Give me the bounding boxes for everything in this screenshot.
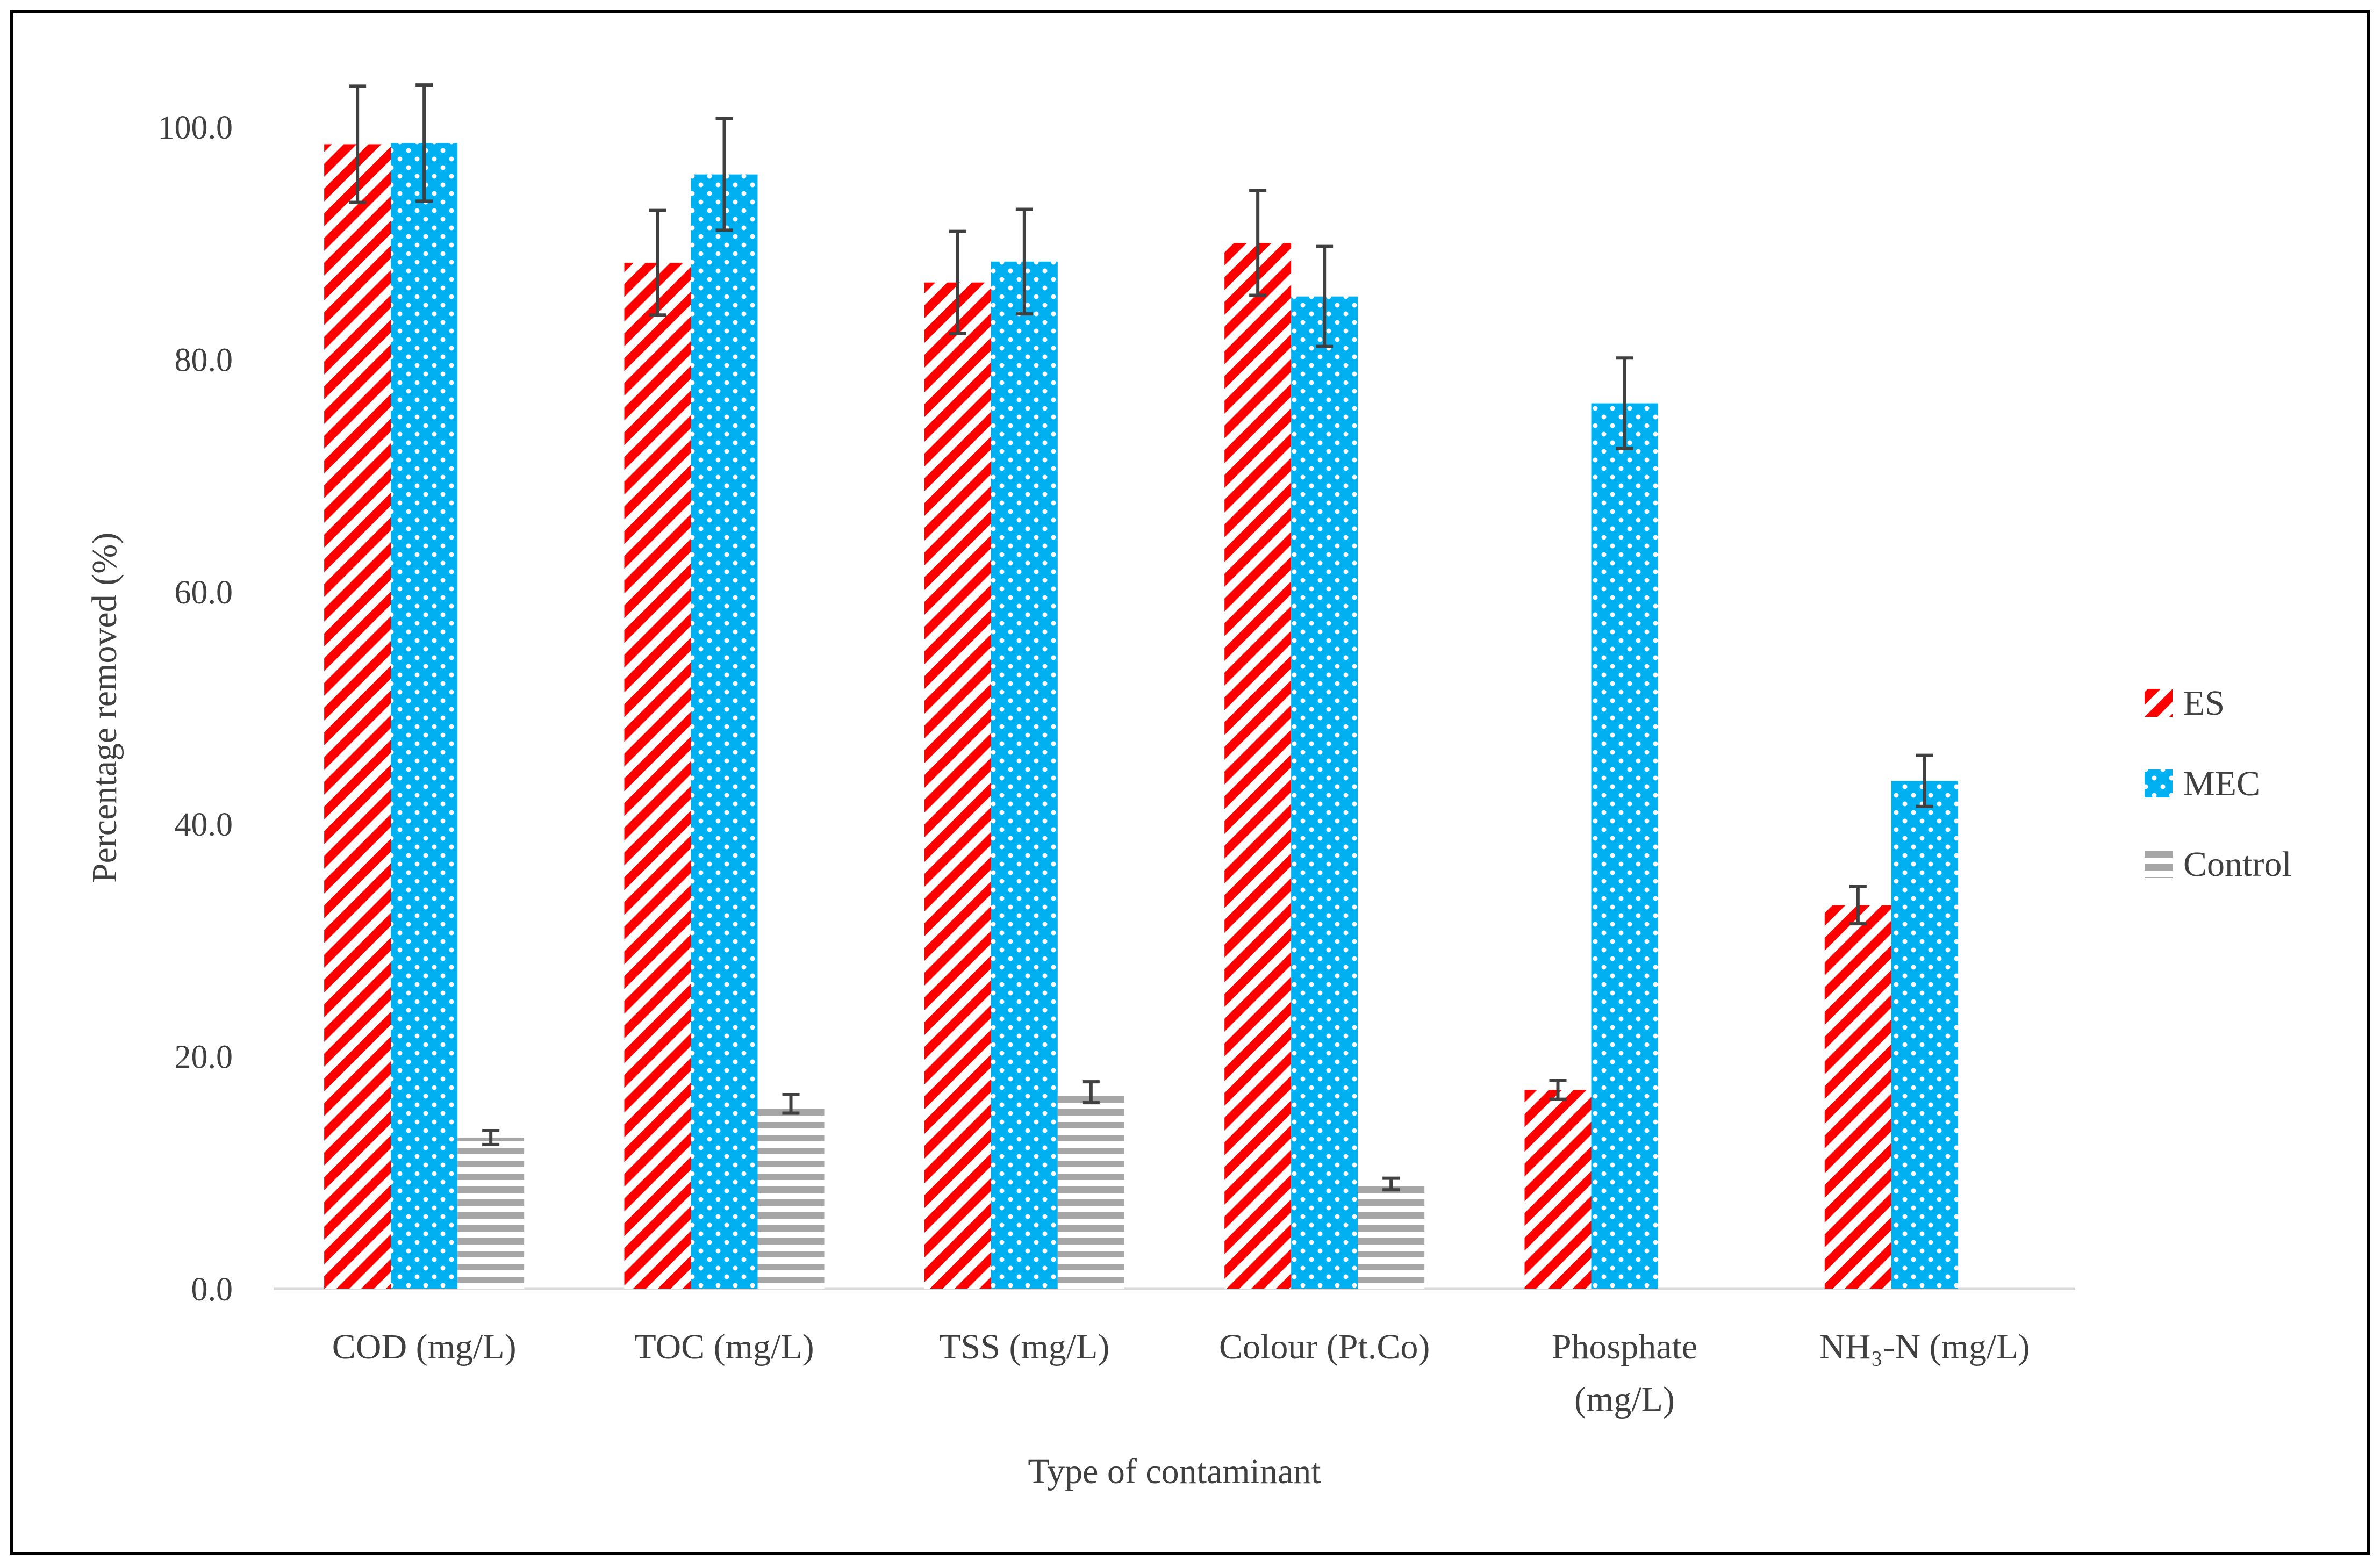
bars	[324, 143, 1958, 1289]
y-axis: 0.0 20.0 40.0 60.0 80.0 100.0	[158, 110, 233, 1308]
bar-control	[1358, 1184, 1425, 1289]
y-tick-label: 40.0	[175, 807, 233, 843]
legend-swatch-es	[2145, 689, 2173, 717]
bar-es	[924, 282, 991, 1289]
x-tick-label: COD (mg/L)	[332, 1327, 517, 1366]
bar-es	[1524, 1090, 1592, 1289]
x-tick-label-line: TOC (mg/L)	[634, 1327, 814, 1366]
x-tick-label: TSS (mg/L)	[939, 1327, 1109, 1366]
x-tick-label-line: COD (mg/L)	[332, 1327, 517, 1366]
error-bars	[349, 83, 1933, 1192]
y-tick-label: 20.0	[175, 1039, 233, 1076]
bar-es	[324, 144, 391, 1289]
bar-control	[757, 1104, 825, 1289]
legend-swatch-mec	[2145, 769, 2173, 797]
y-tick-label: 60.0	[175, 574, 233, 611]
bar-mec	[1291, 296, 1358, 1289]
x-tick-label: Colour (Pt.Co)	[1219, 1327, 1430, 1366]
bar-mec	[691, 174, 758, 1289]
bar-mec	[1591, 403, 1658, 1289]
y-tick-label: 0.0	[191, 1271, 233, 1308]
bar-mec	[1891, 781, 1958, 1289]
bar-control	[1057, 1092, 1124, 1289]
legend-swatch-control	[2145, 850, 2173, 878]
x-tick-label-line: (mg/L)	[1574, 1380, 1675, 1419]
legend-label-mec: MEC	[2183, 764, 2260, 803]
bar-mec	[391, 143, 458, 1289]
x-tick-label: NH₃-N (mg/L)	[1819, 1327, 2030, 1366]
bar-es	[1224, 243, 1292, 1289]
y-tick-label: 100.0	[158, 110, 233, 146]
y-tick-label: 80.0	[175, 342, 233, 378]
x-tick-label-line: NH₃-N (mg/L)	[1819, 1327, 2030, 1366]
x-tick-label: Phosphate (mg/L)	[1552, 1327, 1697, 1419]
legend: ES MEC Control	[2145, 684, 2292, 884]
x-tick-label-line: Colour (Pt.Co)	[1219, 1327, 1430, 1366]
bar-es	[1824, 905, 1891, 1289]
bar-es	[624, 262, 691, 1289]
legend-label-control: Control	[2183, 845, 2292, 884]
bar-mec	[991, 261, 1058, 1289]
x-axis: COD (mg/L) TOC (mg/L) TSS (mg/L) Colour (Pt…	[332, 1327, 2030, 1419]
legend-label-es: ES	[2183, 684, 2225, 723]
x-tick-label-line: TSS (mg/L)	[939, 1327, 1109, 1366]
x-tick-label-line: Phosphate	[1552, 1327, 1697, 1366]
x-axis-title: Type of contaminant	[1028, 1452, 1321, 1491]
x-tick-label: TOC (mg/L)	[634, 1327, 814, 1366]
y-axis-title: Percentage removed (%)	[85, 533, 124, 883]
bar-control	[457, 1137, 525, 1289]
